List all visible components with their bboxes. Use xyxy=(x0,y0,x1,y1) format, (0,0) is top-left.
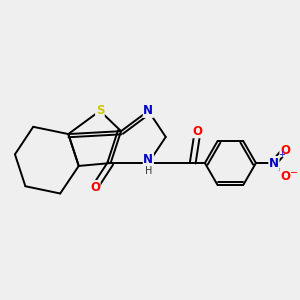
Text: O: O xyxy=(280,143,290,157)
Text: O: O xyxy=(90,181,100,194)
Text: −: − xyxy=(290,168,298,178)
Text: O: O xyxy=(193,125,202,138)
Text: N: N xyxy=(143,104,153,117)
Text: S: S xyxy=(96,104,104,117)
Text: N: N xyxy=(269,157,279,169)
Text: N: N xyxy=(143,153,153,166)
Text: +: + xyxy=(279,150,286,159)
Text: O: O xyxy=(280,169,290,183)
Text: H: H xyxy=(145,166,152,176)
